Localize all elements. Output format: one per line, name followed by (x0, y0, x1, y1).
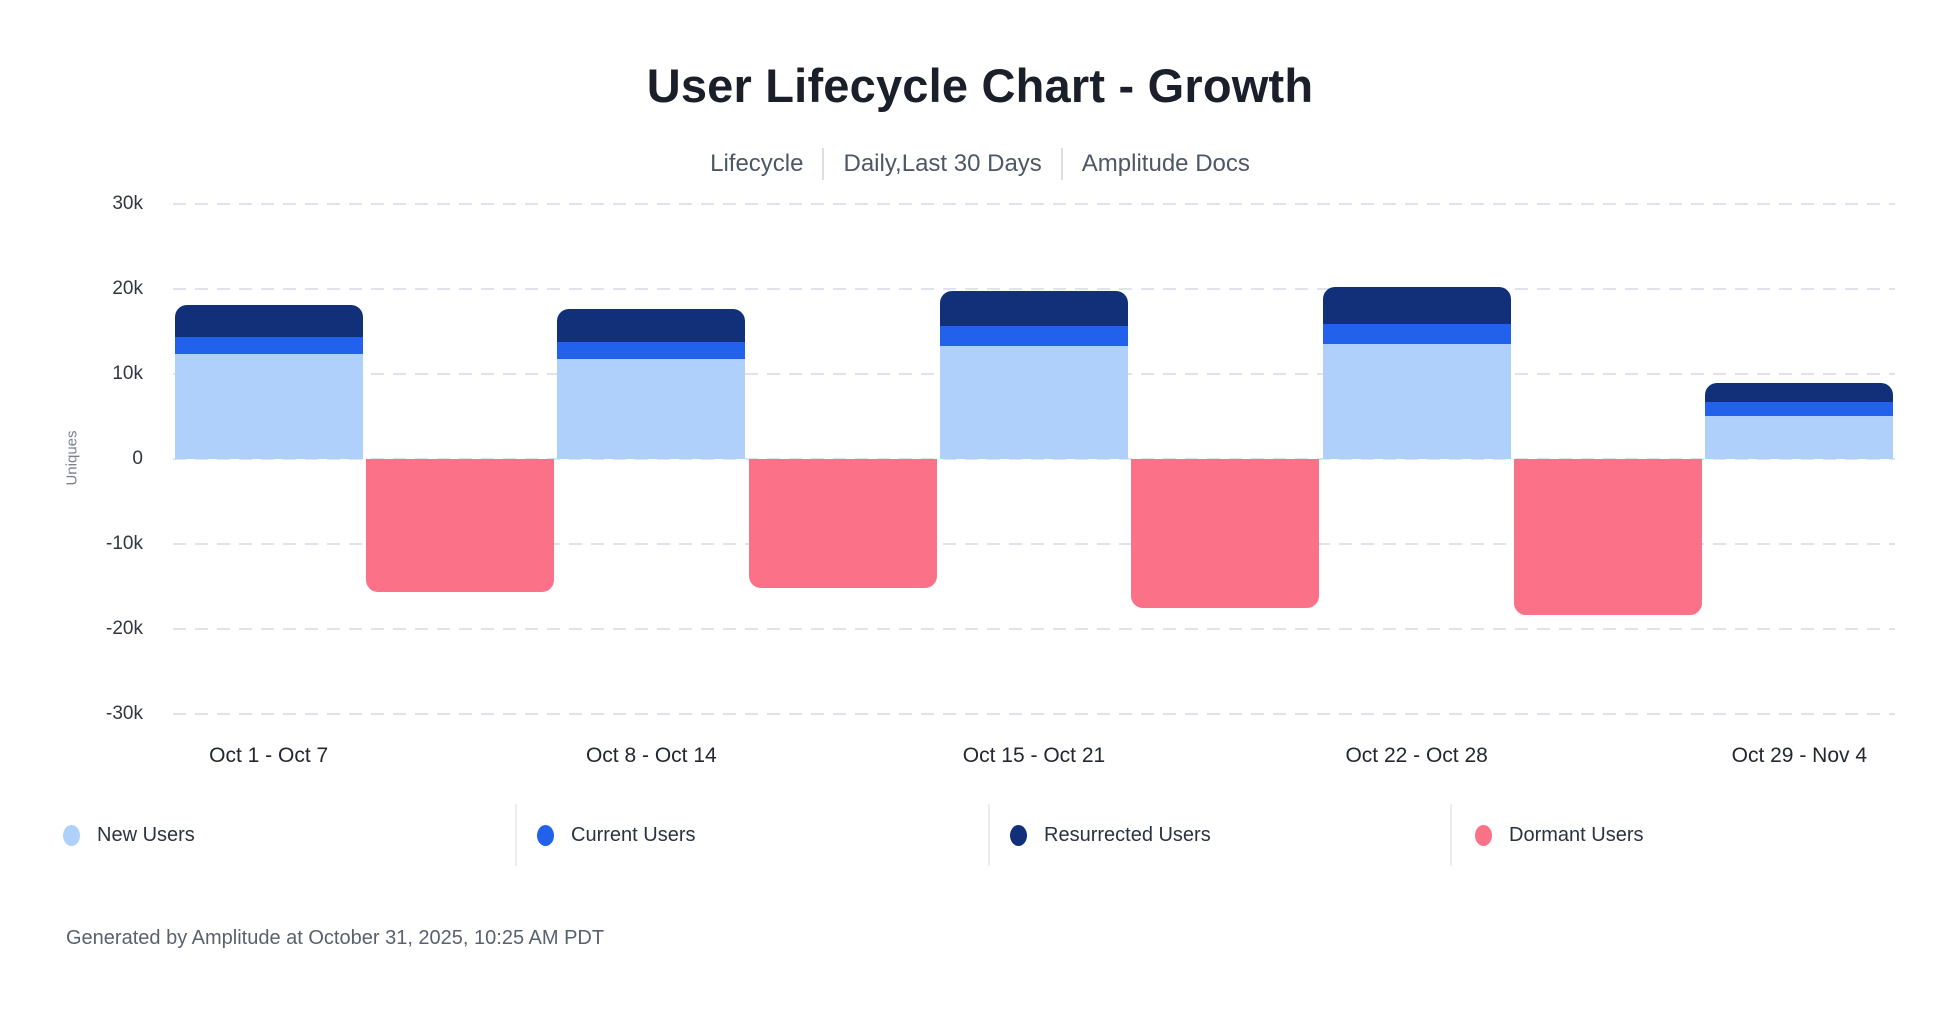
legend-item-new-users[interactable]: New Users (63, 804, 195, 866)
y-tick-label: -30k (106, 703, 143, 724)
generated-by-note: Generated by Amplitude at October 31, 20… (66, 927, 605, 949)
legend-item-dormant-users[interactable]: Dormant Users (1475, 804, 1643, 866)
y-tick-label: 0 (132, 448, 143, 469)
gridline--10k (173, 543, 1895, 545)
gridline--30k (173, 713, 1895, 715)
legend-label: Dormant Users (1509, 823, 1644, 846)
legend-divider (515, 804, 517, 866)
y-tick-label: -20k (106, 618, 143, 639)
resurrected-users-swatch-icon (1010, 824, 1027, 846)
meta-divider (822, 148, 825, 180)
bar-dormant-users-week-4[interactable] (1513, 459, 1703, 615)
legend-item-current-users[interactable]: Current Users (537, 804, 695, 866)
dormant-users-swatch-icon (1475, 824, 1492, 846)
bar-resurrected-users-week-5[interactable] (1705, 383, 1894, 403)
legend-label: New Users (97, 823, 195, 846)
meta-chart-type: Lifecycle (710, 150, 804, 177)
legend-label: Resurrected Users (1044, 823, 1211, 846)
chart-meta-row: Lifecycle Daily,Last 30 Days Amplitude D… (0, 148, 1960, 180)
x-axis-label-week-2: Oct 8 - Oct 14 (585, 744, 717, 767)
legend-divider (988, 804, 990, 866)
bar-current-users-week-5[interactable] (1705, 402, 1894, 416)
gridline-20k (173, 288, 1895, 290)
bar-new-users-week-2[interactable] (557, 358, 746, 459)
y-tick-label: -10k (106, 533, 143, 554)
bar-dormant-users-week-2[interactable] (748, 459, 937, 589)
x-axis-label-week-1: Oct 1 - Oct 7 (209, 744, 329, 767)
bar-resurrected-users-week-2[interactable] (557, 309, 746, 342)
bar-new-users-week-1[interactable] (174, 354, 363, 459)
bar-current-users-week-3[interactable] (939, 326, 1129, 346)
chart-title: User Lifecycle Chart - Growth (646, 59, 1314, 112)
bar-new-users-week-3[interactable] (939, 345, 1129, 459)
x-axis-label-week-3: Oct 15 - Oct 21 (962, 744, 1106, 767)
bar-resurrected-users-week-1[interactable] (174, 305, 363, 337)
current-users-swatch-icon (537, 824, 554, 846)
bar-new-users-week-4[interactable] (1322, 344, 1511, 459)
bar-resurrected-users-week-3[interactable] (939, 290, 1129, 327)
meta-date-range: Daily,Last 30 Days (843, 150, 1042, 177)
bar-current-users-week-1[interactable] (174, 336, 363, 355)
x-axis-label-week-4: Oct 22 - Oct 28 (1345, 744, 1488, 767)
meta-divider (1060, 148, 1063, 180)
y-axis-title: Uniques (63, 430, 81, 486)
bar-current-users-week-4[interactable] (1322, 323, 1511, 345)
bar-dormant-users-week-1[interactable] (365, 459, 555, 593)
gridline-30k (173, 203, 1895, 205)
bar-resurrected-users-week-4[interactable] (1322, 287, 1511, 324)
bar-current-users-week-2[interactable] (557, 341, 746, 359)
legend-divider (1450, 804, 1452, 866)
meta-project: Amplitude Docs (1081, 150, 1250, 177)
new-users-swatch-icon (63, 824, 80, 846)
gridline--20k (173, 628, 1895, 630)
y-tick-label: 10k (112, 363, 143, 384)
y-tick-label: 30k (112, 193, 143, 214)
legend-label: Current Users (571, 823, 696, 846)
bar-new-users-week-5[interactable] (1705, 415, 1894, 459)
y-tick-label: 20k (112, 278, 143, 299)
bar-dormant-users-week-3[interactable] (1131, 459, 1320, 608)
gridline-0 (173, 458, 1895, 460)
legend-item-resurrected-users[interactable]: Resurrected Users (1010, 804, 1211, 866)
x-axis-label-week-5: Oct 29 - Nov 4 (1731, 744, 1868, 767)
